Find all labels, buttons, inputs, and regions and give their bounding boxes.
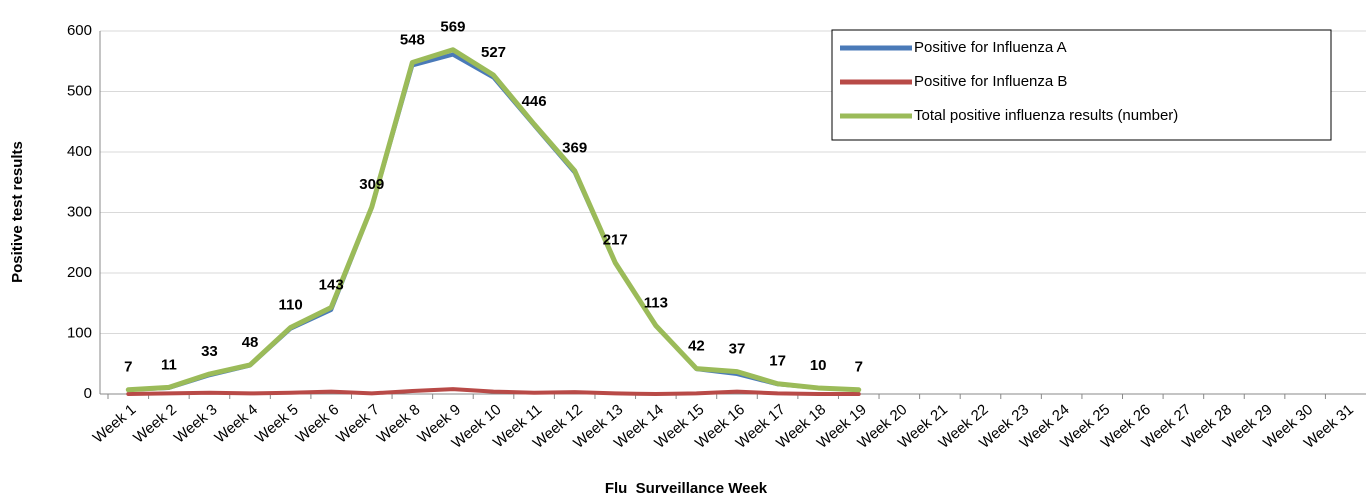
data-label: 309	[359, 176, 384, 193]
data-label: 369	[562, 140, 587, 157]
y-axis-label: Positive test results	[9, 141, 26, 283]
data-label: 527	[481, 44, 506, 61]
series-line	[125, 47, 862, 393]
data-label: 217	[603, 232, 628, 249]
legend: Positive for Influenza A Positive for Inf…	[831, 29, 1332, 141]
y-tick-label: 600	[67, 22, 92, 39]
data-label: 7	[124, 359, 132, 376]
y-tick-label: 0	[84, 385, 92, 402]
x-axis-label: Flu Surveillance Week	[605, 480, 768, 497]
data-label: 17	[769, 353, 786, 370]
legend-label: Positive for Influenza B	[914, 73, 1067, 90]
data-label: 110	[279, 296, 303, 313]
data-label: 48	[242, 334, 259, 351]
x-tick-label: Week 1	[90, 401, 140, 447]
data-label: 37	[729, 341, 746, 358]
data-label: 33	[201, 343, 218, 360]
legend-label: Positive for Influenza A	[914, 39, 1067, 56]
data-label: 11	[161, 356, 177, 373]
data-label: 7	[855, 359, 863, 376]
data-label: 569	[440, 19, 465, 36]
y-tick-label: 500	[67, 82, 92, 99]
series-line	[126, 52, 861, 392]
data-label: 548	[400, 31, 425, 48]
x-tick-label: Week 5	[252, 401, 302, 447]
x-tick-label: Week 8	[374, 401, 424, 447]
x-tick-label: Week 3	[171, 401, 221, 447]
y-tick-label: 200	[67, 264, 92, 281]
y-tick-label: 400	[67, 143, 92, 160]
x-tick-label: Week 4	[211, 401, 261, 447]
legend-label: Total positive influenza results (number…	[914, 107, 1178, 124]
y-tick-label: 300	[67, 203, 92, 220]
x-tick-label: Week 7	[333, 401, 383, 447]
y-tick-label: 100	[67, 324, 92, 341]
data-label: 143	[319, 276, 344, 293]
data-label: 446	[522, 93, 547, 110]
legend-box	[831, 29, 1332, 141]
data-label: 113	[644, 295, 668, 312]
data-label: 42	[688, 338, 705, 355]
x-tick-label: Week 2	[130, 401, 180, 447]
series-line	[126, 387, 861, 396]
x-tick-label: Week 6	[293, 401, 343, 447]
data-label: 10	[810, 357, 827, 374]
